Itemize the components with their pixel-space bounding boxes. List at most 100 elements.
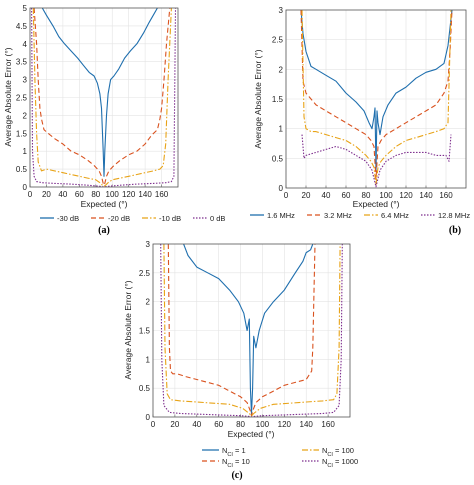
panel-b-y-tick-label-5: 2.5	[272, 36, 284, 45]
panel-c-plot-frame	[152, 243, 351, 418]
panel-c-y-axis-label: Average Absolute Error (°)	[123, 280, 133, 379]
panel-a-y-tick-label-4: 2	[23, 111, 28, 120]
panel-a-label: (a)	[98, 225, 110, 236]
panel-b-label: (b)	[449, 225, 461, 236]
panel-b-plot-frame	[285, 9, 467, 189]
panel-c-x-axis-label: Expected (°)	[228, 429, 275, 439]
panel-c-x-tick-label-1: 20	[170, 420, 179, 429]
panel-a-series	[31, 8, 177, 187]
panel-a-y-tick-label-0: 0	[23, 183, 28, 192]
panel-a-legend-label-3: 0 dB	[210, 214, 225, 223]
panel-a-legend: -30 dB -20 dB -10 dB 0 dB	[40, 214, 225, 223]
panel-c-series-line-3	[160, 244, 343, 417]
panel-a-x-tick-label-7: 140	[138, 190, 152, 199]
panel-c-x-ticks: 0 20 40 60 80 100 120 140 160	[151, 420, 336, 429]
panel-a-y-tick-label-6: 3	[23, 76, 28, 85]
panel-a-y-tick-label-8: 4	[23, 40, 28, 49]
panel-b-x-tick-label-6: 120	[399, 191, 413, 200]
panel-a-x-tick-label-2: 40	[58, 190, 67, 199]
panel-a-y-ticks: 0 0.5 1 1.5 2 2.5 3 3.5 4 4.5 5	[16, 4, 28, 192]
panel-b-legend: 1.6 MHz 3.2 MHz 6.4 MHz 12.8 MHz	[250, 211, 470, 220]
panel-a-x-tick-label-3: 60	[75, 190, 84, 199]
panel-a: 0 20 40 60 80 100 120 140 160 0 0.5 1 1.5 2 2.5 3 3.5 4 4…	[3, 4, 225, 236]
panel-b-series	[300, 10, 453, 188]
panel-c-y-tick-label-5: 2.5	[139, 269, 151, 278]
panel-c-x-tick-label-7: 140	[300, 420, 314, 429]
panel-b-x-tick-label-5: 100	[379, 191, 393, 200]
panel-c-y-tick-label-1: 0.5	[139, 384, 151, 393]
panel-a-plot-frame	[29, 7, 179, 188]
panel-b-legend-label-0: 1.6 MHz	[267, 211, 295, 220]
panel-a-x-tick-label-5: 100	[106, 190, 120, 199]
panel-b-x-axis-label: Expected (°)	[353, 199, 400, 209]
panel-b-series-line-0	[300, 10, 453, 171]
panel-c-x-tick-label-3: 60	[214, 420, 223, 429]
panel-a-y-tick-label-5: 2.5	[16, 94, 28, 103]
panel-b-x-tick-label-3: 60	[342, 191, 351, 200]
panel-a-series-line-1	[33, 8, 171, 186]
panel-c-y-tick-label-3: 1.5	[139, 327, 151, 336]
panel-a-x-tick-label-4: 80	[91, 190, 100, 199]
panel-b-x-tick-label-8: 160	[439, 191, 453, 200]
panel-b-x-tick-label-1: 20	[302, 191, 311, 200]
panel-c-legend-label-1: NCI = 10	[222, 457, 250, 469]
panel-c-grid	[152, 243, 350, 418]
panel-b-legend-label-1: 3.2 MHz	[324, 211, 352, 220]
panel-a-x-tick-label-8: 160	[155, 190, 169, 199]
panel-c-x-tick-label-8: 160	[321, 420, 335, 429]
panel-c-y-tick-label-4: 2	[146, 298, 151, 307]
panel-c-label: (c)	[231, 470, 242, 481]
panel-b-legend-label-3: 12.8 MHz	[438, 211, 470, 220]
panel-b-legend-label-2: 6.4 MHz	[381, 211, 409, 220]
panel-b: 0 20 40 60 80 100 120 140 160 0 0.5 1 1.5 2 2.5 3 Expe…	[250, 6, 470, 236]
panel-c: 0 20 40 60 80 100 120 140 160 0 0.5 1 1.5 2 2.5 3 Expe…	[123, 240, 358, 481]
panel-a-legend-label-1: -20 dB	[108, 214, 130, 223]
panel-b-y-tick-label-4: 2	[279, 65, 284, 74]
panel-c-y-tick-label-0: 0	[146, 413, 151, 422]
panel-c-x-tick-label-0: 0	[151, 420, 156, 429]
panel-b-x-tick-label-0: 0	[284, 191, 289, 200]
panel-c-y-ticks: 0 0.5 1 1.5 2 2.5 3	[139, 240, 151, 422]
panel-b-x-tick-label-7: 140	[419, 191, 433, 200]
panel-b-y-ticks: 0 0.5 1 1.5 2 2.5 3	[272, 6, 284, 193]
panel-a-y-tick-label-7: 3.5	[16, 58, 28, 67]
panel-b-series-line-3	[301, 134, 452, 188]
panel-a-y-tick-label-2: 1	[23, 147, 28, 156]
panel-a-x-tick-label-1: 20	[42, 190, 51, 199]
panel-a-y-axis-label: Average Absolute Error (°)	[3, 47, 13, 146]
panel-a-x-tick-label-0: 0	[28, 190, 33, 199]
panel-b-y-tick-label-1: 0.5	[272, 154, 284, 163]
panel-b-series-line-1	[300, 10, 453, 180]
panel-a-series-line-0	[41, 8, 158, 177]
panel-a-legend-label-0: -30 dB	[57, 214, 79, 223]
panel-a-x-axis-label: Expected (°)	[81, 199, 128, 209]
panel-a-y-tick-label-10: 5	[23, 4, 28, 13]
panel-b-x-tick-label-2: 40	[322, 191, 331, 200]
panel-a-y-tick-label-9: 4.5	[16, 22, 28, 31]
panel-a-y-tick-label-1: 0.5	[16, 165, 28, 174]
panel-c-y-tick-label-6: 3	[146, 240, 151, 249]
panel-a-x-ticks: 0 20 40 60 80 100 120 140 160	[28, 190, 169, 199]
panel-a-legend-label-2: -10 dB	[159, 214, 181, 223]
panel-c-series-line-0	[183, 244, 314, 415]
panel-b-y-tick-label-3: 1.5	[272, 95, 284, 104]
panel-b-x-ticks: 0 20 40 60 80 100 120 140 160	[284, 191, 453, 200]
panel-c-x-tick-label-4: 80	[236, 420, 245, 429]
panel-c-x-tick-label-2: 40	[192, 420, 201, 429]
panel-b-y-tick-label-0: 0	[279, 184, 284, 193]
panel-c-legend-label-3: NCI = 1000	[322, 457, 358, 469]
panel-c-series-line-1	[167, 244, 316, 417]
panel-b-y-tick-label-6: 3	[279, 6, 284, 15]
panel-c-series	[160, 244, 343, 417]
panel-a-series-line-2	[32, 8, 172, 187]
panel-b-x-tick-label-4: 80	[362, 191, 371, 200]
panel-a-y-tick-label-3: 1.5	[16, 129, 28, 138]
panel-c-x-tick-label-6: 120	[278, 420, 292, 429]
panel-b-y-tick-label-2: 1	[279, 125, 284, 134]
panel-c-series-line-2	[163, 244, 341, 417]
panel-c-x-tick-label-5: 100	[256, 420, 270, 429]
panel-a-x-tick-label-6: 120	[122, 190, 136, 199]
panel-b-series-line-2	[301, 10, 452, 186]
